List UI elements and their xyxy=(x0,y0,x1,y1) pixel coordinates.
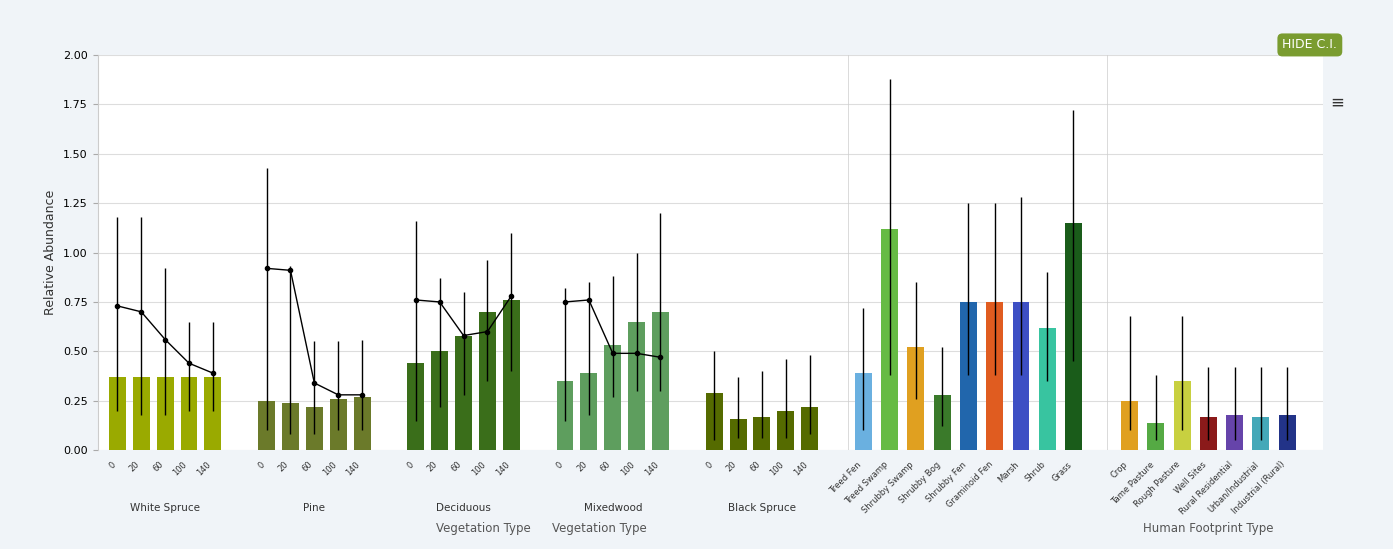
Bar xyxy=(652,312,669,450)
Bar xyxy=(109,377,125,450)
Bar xyxy=(777,411,794,450)
Bar xyxy=(960,302,976,450)
Bar xyxy=(730,418,747,450)
Bar xyxy=(605,345,621,450)
Bar xyxy=(503,300,520,450)
Bar xyxy=(1148,423,1165,450)
Bar xyxy=(1039,328,1056,450)
Text: Deciduous: Deciduous xyxy=(436,503,490,513)
Bar xyxy=(882,229,898,450)
Bar xyxy=(456,335,472,450)
Bar xyxy=(581,373,598,450)
Bar xyxy=(205,377,221,450)
Bar xyxy=(432,351,449,450)
Bar xyxy=(281,403,299,450)
Bar xyxy=(1279,414,1295,450)
Bar xyxy=(1066,223,1082,450)
Bar xyxy=(1121,401,1138,450)
Text: Vegetation Type: Vegetation Type xyxy=(553,523,648,535)
Bar xyxy=(1252,417,1269,450)
Text: White Spruce: White Spruce xyxy=(130,503,201,513)
Bar xyxy=(354,397,371,450)
Bar xyxy=(801,407,818,450)
Bar xyxy=(1013,302,1029,450)
Bar xyxy=(706,393,723,450)
Bar xyxy=(986,302,1003,450)
Text: Mixedwood: Mixedwood xyxy=(584,503,642,513)
Text: Human Footprint Type: Human Footprint Type xyxy=(1144,523,1273,535)
Bar xyxy=(1174,381,1191,450)
Text: Vegetation Type: Vegetation Type xyxy=(436,523,531,535)
Bar xyxy=(181,377,198,450)
Bar xyxy=(479,312,496,450)
Bar xyxy=(156,377,174,450)
Bar xyxy=(330,399,347,450)
Text: HIDE C.I.: HIDE C.I. xyxy=(1283,38,1337,52)
Bar xyxy=(855,373,872,450)
Bar xyxy=(557,381,574,450)
Bar xyxy=(1226,414,1243,450)
Bar xyxy=(907,348,925,450)
Bar xyxy=(132,377,149,450)
Bar xyxy=(1199,417,1217,450)
Bar xyxy=(933,395,950,450)
Bar xyxy=(407,363,425,450)
Bar xyxy=(306,407,323,450)
Text: Black Spruce: Black Spruce xyxy=(729,503,795,513)
Text: ≡: ≡ xyxy=(1330,93,1344,111)
Bar xyxy=(258,401,274,450)
Bar xyxy=(754,417,770,450)
Y-axis label: Relative Abundance: Relative Abundance xyxy=(45,190,57,315)
Text: Pine: Pine xyxy=(304,503,326,513)
Bar xyxy=(628,322,645,450)
